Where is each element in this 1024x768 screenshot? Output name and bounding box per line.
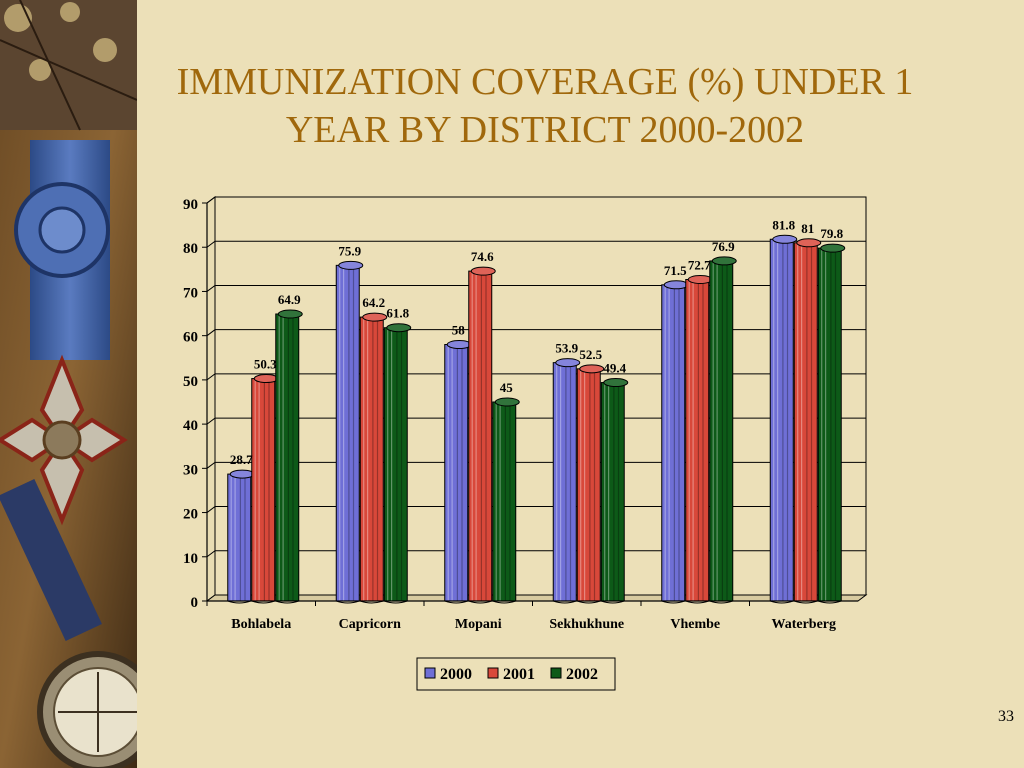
- y-tick-label: 10: [183, 551, 198, 567]
- data-label: 45: [500, 380, 514, 395]
- x-tick-label: Mopani: [455, 617, 502, 632]
- data-label: 81.8: [772, 217, 795, 232]
- legend-swatch-2000: [424, 667, 436, 679]
- data-label: 64.9: [278, 292, 301, 307]
- x-tick-label: Vhembe: [670, 617, 720, 632]
- slide-title: IMMUNIZATION COVERAGE (%) UNDER 1 YEAR B…: [110, 58, 980, 154]
- x-tick-label: Bohlabela: [231, 617, 291, 632]
- bar-2000-bohlabela: [227, 469, 255, 604]
- y-tick-label: 70: [183, 285, 198, 301]
- data-label: 49.4: [603, 361, 626, 376]
- legend-label-2000: 2000: [440, 666, 472, 683]
- bar-2000-waterberg: [769, 234, 798, 604]
- bar-2002-mopani: [492, 397, 520, 604]
- plot-area: [205, 196, 868, 602]
- y-tick-label: 80: [183, 241, 198, 257]
- gridline: [206, 329, 866, 337]
- legend-label-2001: 2001: [503, 666, 535, 683]
- legend-label-2002: 2002: [566, 666, 598, 683]
- gridline: [206, 240, 866, 248]
- bar-2001-waterberg: [793, 238, 822, 604]
- legend-swatch-2002: [550, 667, 562, 679]
- data-label: 50.3: [254, 357, 277, 372]
- data-label: 74.6: [471, 249, 494, 264]
- y-tick-label: 40: [183, 418, 198, 434]
- x-tick-label: Capricorn: [339, 617, 401, 632]
- side-wall: [206, 196, 216, 602]
- bar-2000-vhembe: [661, 280, 689, 604]
- slide-title-line-2: YEAR BY DISTRICT 2000-2002: [285, 109, 805, 151]
- gridline: [206, 284, 866, 292]
- gridline: [206, 506, 866, 513]
- y-tick-label: 20: [183, 507, 198, 523]
- bar-2001-mopani: [468, 266, 496, 604]
- x-axis: Bohlabela Capricorn Mopani Sekhukhune Vhembe…: [206, 600, 858, 632]
- data-label: 28.7: [230, 452, 253, 467]
- bar-2001-capricorn: [359, 312, 388, 604]
- gridline: [206, 461, 866, 469]
- decorative-medal-image: [0, 0, 137, 768]
- bar-2001-vhembe: [685, 275, 713, 604]
- bar-2002-bohlabela: [275, 309, 303, 604]
- legend-swatch-2001: [487, 667, 499, 679]
- y-tick-label: 60: [183, 330, 198, 346]
- legend-box: [416, 657, 616, 691]
- bar-2001-sekhukhune: [576, 364, 605, 604]
- x-tick-label: Waterberg: [771, 617, 836, 632]
- data-label: 81: [801, 221, 814, 236]
- bar-2002-vhembe: [709, 256, 737, 604]
- y-tick-label: 0: [191, 595, 199, 611]
- data-label: 52.5: [579, 347, 602, 362]
- bars: [227, 234, 846, 604]
- gridlines: [206, 196, 866, 558]
- data-label: 79.8: [820, 226, 843, 241]
- bar-2000-capricorn: [335, 260, 364, 604]
- bar-2001-bohlabela: [251, 374, 279, 604]
- data-label: 72.7: [688, 258, 711, 273]
- bar-2002-waterberg: [817, 243, 846, 604]
- bar-2000-mopani: [444, 340, 472, 604]
- y-tick-label: 90: [183, 197, 198, 213]
- back-wall: [214, 196, 867, 596]
- bar-2002-capricorn: [383, 323, 412, 604]
- y-axis: 0 10 20 30 40 50 60 70 80 90: [183, 197, 208, 611]
- slide-title-line-1: IMMUNIZATION COVERAGE (%) UNDER 1: [176, 61, 914, 103]
- data-label: 61.8: [386, 306, 409, 321]
- floor: [205, 594, 868, 602]
- gridline: [206, 550, 866, 558]
- page-number: 33: [998, 708, 1014, 725]
- data-label: 58: [452, 323, 466, 338]
- data-label: 76.9: [712, 239, 735, 254]
- bar-2000-sekhukhune: [552, 358, 581, 604]
- data-label: 75.9: [338, 243, 361, 258]
- y-tick-label: 30: [183, 462, 198, 478]
- x-tick-label: Sekhukhune: [549, 617, 624, 632]
- data-label: 53.9: [555, 341, 578, 356]
- gridline: [206, 196, 866, 204]
- bar-2002-sekhukhune: [600, 378, 629, 604]
- data-label: 64.2: [362, 295, 385, 310]
- legend: 2000 2001 2002: [416, 657, 616, 691]
- gridline: [206, 373, 866, 381]
- data-labels: 28.7 50.3 64.9 75.9 64.261.8 58 74.6 45 53.9 52.5…: [230, 217, 844, 467]
- data-label: 71.5: [664, 263, 687, 278]
- y-tick-label: 50: [183, 374, 198, 390]
- gridline: [206, 417, 866, 425]
